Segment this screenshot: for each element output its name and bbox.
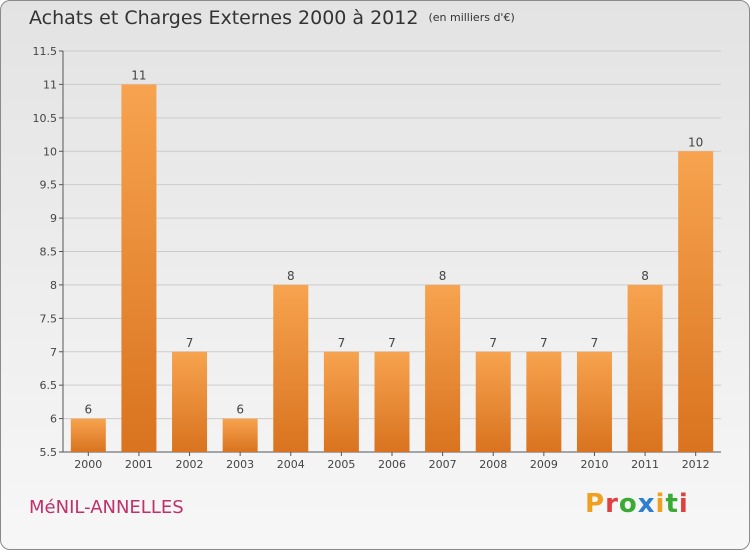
logo-letter: t	[665, 489, 679, 519]
proxiti-logo: Proxiti	[585, 489, 689, 519]
bar	[323, 351, 359, 452]
x-tick-label: 2007	[429, 458, 457, 471]
x-tick-label: 2003	[226, 458, 254, 471]
bar	[526, 351, 562, 452]
bar	[678, 151, 714, 452]
data-label: 7	[388, 336, 396, 350]
chart-title-text: Achats et Charges Externes 2000 à 2012	[29, 7, 419, 29]
bar	[374, 351, 410, 452]
y-tick-label: 7	[50, 346, 57, 359]
x-tick-label: 2004	[277, 458, 305, 471]
logo-letter: x	[637, 489, 656, 519]
x-tick-label: 2010	[580, 458, 608, 471]
y-tick-label: 11	[43, 78, 57, 91]
commune-name: MéNIL-ANNELLES	[29, 497, 184, 518]
y-tick-label: 6.5	[40, 379, 58, 392]
x-tick-label: 2012	[682, 458, 710, 471]
x-tick-label: 2009	[530, 458, 558, 471]
x-tick-label: 2011	[631, 458, 659, 471]
x-tick-label: 2002	[176, 458, 204, 471]
data-label: 6	[84, 403, 92, 417]
x-tick-label: 2005	[327, 458, 355, 471]
data-label: 7	[186, 336, 194, 350]
data-label: 6	[236, 403, 244, 417]
y-tick-label: 9.5	[40, 179, 58, 192]
bar	[121, 84, 157, 453]
bar	[273, 284, 309, 452]
data-label: 11	[131, 68, 146, 82]
x-tick-label: 2008	[479, 458, 507, 471]
bar	[222, 418, 258, 452]
x-tick-label: 2000	[74, 458, 102, 471]
data-label: 7	[540, 336, 548, 350]
data-label: 8	[641, 269, 649, 283]
bar	[70, 418, 106, 452]
y-tick-label: 10	[43, 145, 57, 158]
data-label: 7	[591, 336, 599, 350]
y-tick-label: 9	[50, 212, 57, 225]
data-label: 8	[439, 269, 447, 283]
y-tick-label: 11.5	[33, 45, 58, 58]
y-tick-label: 10.5	[33, 112, 58, 125]
bar	[576, 351, 612, 452]
y-tick-label: 8.5	[40, 246, 58, 259]
logo-letter: P	[585, 489, 606, 519]
y-tick-label: 7.5	[40, 312, 58, 325]
bar	[475, 351, 511, 452]
logo-letter: i	[655, 489, 666, 519]
logo-letter: r	[605, 489, 619, 519]
x-tick-label: 2006	[378, 458, 406, 471]
y-tick-label: 8	[50, 279, 57, 292]
bar	[172, 351, 208, 452]
bar	[627, 284, 663, 452]
data-label: 7	[338, 336, 346, 350]
unit-note: (en milliers d'€)	[428, 11, 515, 24]
bar	[425, 284, 461, 452]
data-label: 8	[287, 269, 295, 283]
data-label: 10	[688, 135, 703, 149]
logo-letter: i	[678, 489, 689, 519]
y-tick-label: 5.5	[40, 446, 58, 459]
chart-title: Achats et Charges Externes 2000 à 2012 (e…	[29, 7, 515, 29]
x-tick-label: 2001	[125, 458, 153, 471]
data-label: 7	[489, 336, 497, 350]
y-tick-label: 6	[50, 413, 57, 426]
logo-letter: o	[618, 489, 638, 519]
